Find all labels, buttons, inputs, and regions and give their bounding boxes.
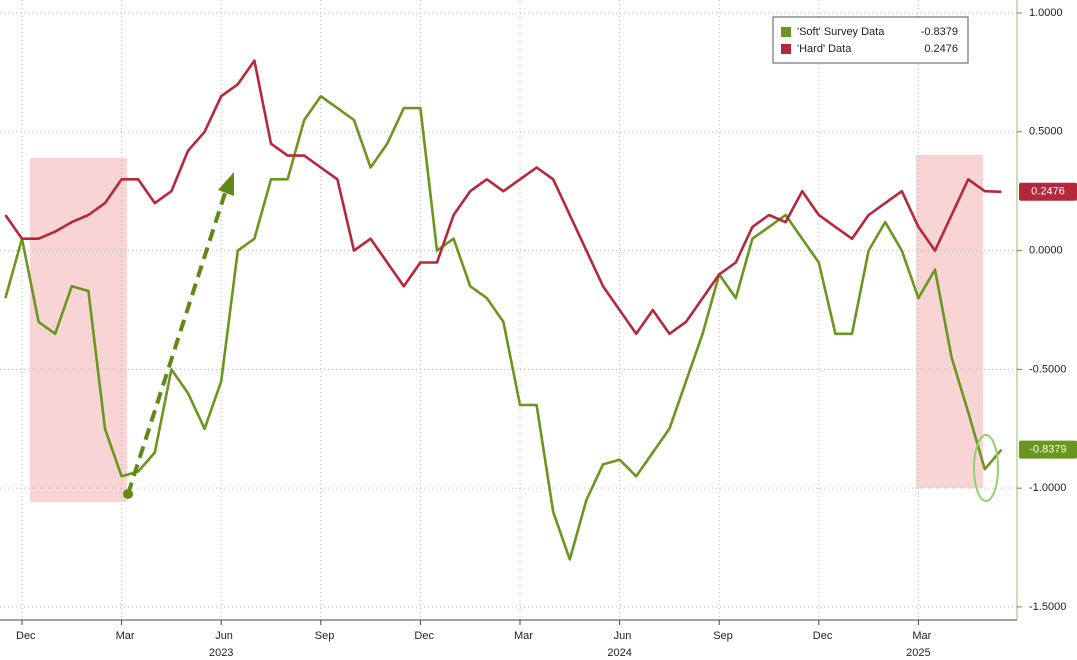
lines: [4, 59, 1003, 561]
legend-value: -0.8379: [921, 26, 958, 38]
highlight-ellipse: [973, 434, 999, 502]
x-tick-label: Mar: [116, 630, 135, 642]
y-tick-label: 1.0000: [1029, 7, 1063, 19]
year-label: 2025: [906, 647, 930, 659]
x-tick-label: Mar: [514, 630, 533, 642]
x-tick-label: Dec: [414, 630, 434, 642]
y-tick-label: -1.0000: [1029, 482, 1066, 494]
series-line: [4, 59, 1002, 336]
legend-label: 'Hard' Data: [797, 43, 852, 55]
highlight-region: [916, 155, 983, 488]
last-value-label: -0.8379: [1029, 444, 1066, 456]
y-tick-label: 0.5000: [1029, 126, 1063, 138]
x-tick-label: Mar: [912, 630, 931, 642]
x-tick-label: Dec: [16, 630, 36, 642]
legend-value: 0.2476: [924, 43, 958, 55]
y-tick-label: 0.0000: [1029, 245, 1063, 257]
legend-swatch: [781, 27, 791, 37]
legend-swatch: [781, 44, 791, 54]
x-tick-label: Jun: [215, 630, 233, 642]
series-line: [4, 94, 1003, 561]
last-value-label: 0.2476: [1031, 186, 1065, 198]
legend: 'Soft' Survey Data -0.8379 'Hard' Data 0.24…: [772, 16, 969, 64]
trend-arrow: [126, 189, 228, 495]
y-tick-label: -0.5000: [1029, 363, 1066, 375]
grid: [0, 0, 1017, 620]
x-tick-label: Sep: [315, 630, 335, 642]
year-label: 2024: [607, 647, 631, 659]
y-tick-label: -1.5000: [1029, 601, 1066, 613]
arrow-head: [218, 172, 234, 196]
year-label: 2023: [209, 647, 233, 659]
legend-box: [772, 16, 969, 64]
arrow-origin: [123, 489, 133, 499]
x-tick-label: Dec: [813, 630, 833, 642]
x-tick-label: Sep: [713, 630, 733, 642]
last-value-tag: [1019, 182, 1077, 201]
last-value-tag: [1019, 440, 1077, 459]
legend-label: 'Soft' Survey Data: [797, 26, 885, 38]
x-tick-label: Jun: [614, 630, 632, 642]
